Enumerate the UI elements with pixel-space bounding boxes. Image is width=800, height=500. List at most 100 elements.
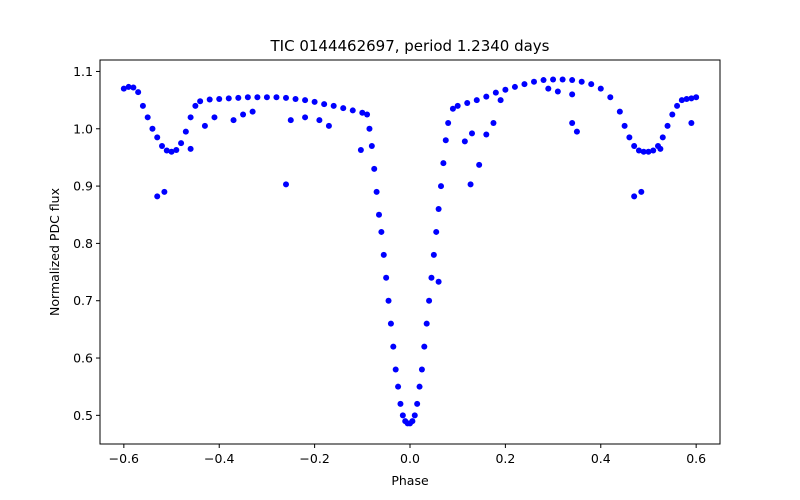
data-point bbox=[249, 108, 256, 115]
data-points bbox=[120, 76, 700, 427]
data-point bbox=[387, 320, 394, 327]
data-point bbox=[168, 148, 175, 155]
data-point bbox=[445, 120, 452, 127]
y-tick-label: 0.8 bbox=[73, 236, 93, 251]
data-point bbox=[433, 228, 440, 235]
y-tick-label: 0.5 bbox=[73, 408, 93, 423]
y-tick-label: 1.0 bbox=[73, 121, 93, 136]
data-point bbox=[511, 83, 518, 90]
data-point bbox=[395, 383, 402, 390]
data-point bbox=[330, 102, 337, 109]
data-point bbox=[349, 107, 356, 114]
data-point bbox=[144, 114, 151, 121]
x-tick-label: −0.6 bbox=[109, 451, 139, 466]
x-tick-label: 0.4 bbox=[591, 451, 611, 466]
x-axis: −0.6 −0.4 −0.2 0.0 0.2 0.4 0.6 bbox=[109, 444, 706, 466]
data-point bbox=[693, 94, 700, 101]
data-point bbox=[421, 343, 428, 350]
x-tick-label: −0.4 bbox=[204, 451, 234, 466]
data-point bbox=[371, 165, 378, 172]
data-point bbox=[409, 418, 416, 425]
data-point bbox=[283, 94, 289, 101]
data-point bbox=[139, 102, 146, 109]
data-point bbox=[235, 94, 242, 101]
data-point bbox=[545, 85, 552, 92]
x-tick-label: 0.0 bbox=[400, 451, 420, 466]
data-point bbox=[316, 117, 323, 124]
data-point bbox=[178, 140, 185, 147]
data-point bbox=[206, 96, 213, 103]
data-point bbox=[597, 85, 604, 92]
data-point bbox=[683, 95, 690, 102]
data-point bbox=[378, 228, 385, 235]
data-point bbox=[244, 94, 251, 101]
data-point bbox=[626, 134, 633, 141]
data-point bbox=[197, 98, 204, 105]
data-point bbox=[364, 111, 371, 118]
data-point bbox=[163, 147, 170, 154]
data-point bbox=[492, 89, 499, 96]
data-point bbox=[657, 145, 664, 152]
data-point bbox=[650, 147, 657, 154]
data-point bbox=[302, 97, 309, 104]
data-point bbox=[449, 105, 456, 112]
data-point bbox=[283, 181, 289, 188]
data-point bbox=[211, 114, 218, 121]
data-point bbox=[416, 383, 423, 390]
data-point bbox=[616, 108, 623, 115]
data-point bbox=[531, 78, 537, 85]
y-axis: 0.5 0.6 0.7 0.8 0.9 1.0 1.1 bbox=[73, 64, 100, 423]
data-point bbox=[426, 297, 433, 304]
data-point bbox=[385, 297, 392, 304]
data-point bbox=[159, 142, 165, 149]
data-point bbox=[638, 188, 645, 195]
data-point bbox=[263, 94, 270, 101]
data-point bbox=[467, 181, 474, 188]
data-point bbox=[399, 412, 406, 419]
x-tick-label: −0.2 bbox=[299, 451, 329, 466]
data-point bbox=[376, 211, 382, 218]
data-point bbox=[173, 146, 180, 153]
data-point bbox=[230, 117, 237, 124]
data-point bbox=[435, 206, 442, 213]
data-point bbox=[621, 122, 628, 129]
data-point bbox=[380, 251, 387, 258]
x-axis-title: Phase bbox=[391, 473, 429, 488]
data-point bbox=[438, 183, 444, 190]
data-point bbox=[325, 122, 332, 129]
data-point bbox=[521, 81, 528, 88]
data-point bbox=[292, 95, 299, 102]
data-point bbox=[287, 117, 294, 124]
data-point bbox=[397, 400, 404, 407]
data-point bbox=[418, 366, 425, 373]
data-point bbox=[678, 97, 685, 104]
data-point bbox=[559, 76, 566, 83]
data-point bbox=[473, 97, 480, 104]
data-point bbox=[423, 320, 430, 327]
data-point bbox=[688, 120, 695, 127]
data-point bbox=[435, 278, 442, 285]
data-point bbox=[392, 366, 399, 373]
data-point bbox=[125, 83, 132, 90]
data-point bbox=[461, 138, 468, 145]
data-point bbox=[120, 85, 127, 92]
data-point bbox=[187, 114, 194, 121]
data-point bbox=[540, 77, 547, 84]
data-point bbox=[225, 95, 232, 102]
data-point bbox=[550, 76, 557, 83]
data-point bbox=[631, 193, 638, 200]
data-point bbox=[607, 94, 614, 101]
data-point bbox=[476, 161, 483, 168]
data-point bbox=[240, 111, 247, 118]
data-point bbox=[464, 99, 471, 106]
data-point bbox=[383, 274, 390, 281]
data-point bbox=[635, 147, 642, 154]
data-point bbox=[669, 111, 676, 118]
data-point bbox=[311, 98, 318, 105]
data-point bbox=[483, 93, 490, 100]
data-point bbox=[216, 95, 223, 102]
data-point bbox=[135, 89, 142, 96]
data-point bbox=[302, 114, 309, 121]
data-point bbox=[192, 102, 199, 109]
